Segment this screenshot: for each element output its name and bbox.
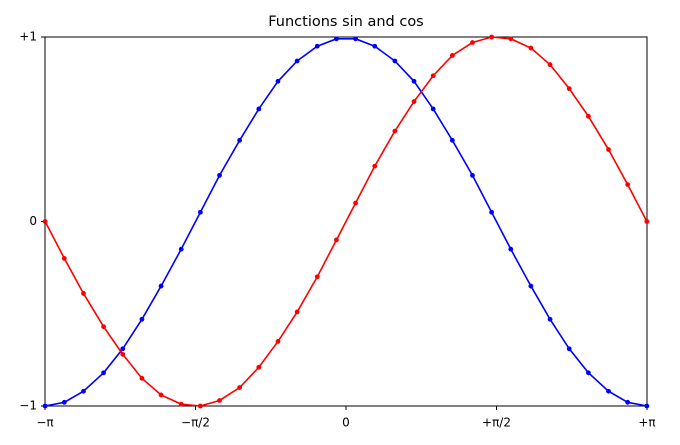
point bbox=[275, 339, 281, 344]
x-tick-label: +π bbox=[638, 416, 655, 430]
point bbox=[411, 78, 417, 84]
x-tick-label: −π/2 bbox=[181, 416, 210, 430]
point bbox=[372, 163, 378, 169]
point bbox=[334, 237, 339, 243]
y-tick-label: −1 bbox=[19, 399, 37, 413]
point bbox=[101, 324, 106, 330]
point bbox=[197, 403, 203, 409]
chart-title: Functions sin and cos bbox=[268, 14, 424, 30]
point bbox=[294, 58, 300, 64]
point bbox=[81, 291, 86, 296]
point bbox=[528, 283, 534, 289]
point bbox=[353, 36, 358, 42]
point bbox=[508, 246, 514, 252]
point bbox=[430, 73, 436, 79]
point bbox=[314, 274, 320, 280]
point bbox=[275, 78, 281, 84]
point bbox=[606, 147, 611, 152]
point bbox=[489, 209, 495, 215]
point bbox=[217, 398, 222, 403]
series-line bbox=[44, 36, 648, 407]
point bbox=[392, 58, 398, 64]
point bbox=[449, 53, 455, 58]
point bbox=[139, 375, 145, 381]
point bbox=[508, 36, 514, 42]
point bbox=[139, 316, 145, 322]
y-tick-label: +1 bbox=[19, 30, 37, 44]
point bbox=[353, 200, 358, 206]
point bbox=[81, 388, 86, 394]
point bbox=[528, 45, 534, 51]
series-line bbox=[45, 38, 647, 407]
point bbox=[256, 364, 262, 370]
point bbox=[411, 99, 417, 104]
point bbox=[392, 128, 398, 134]
point bbox=[566, 346, 572, 352]
point bbox=[470, 40, 475, 45]
point bbox=[314, 43, 320, 49]
point bbox=[334, 36, 339, 42]
point bbox=[644, 403, 650, 409]
point bbox=[217, 172, 222, 178]
point bbox=[158, 392, 164, 398]
point bbox=[42, 403, 48, 409]
point bbox=[42, 219, 48, 224]
point bbox=[586, 370, 591, 376]
point bbox=[237, 137, 243, 143]
point bbox=[158, 283, 164, 289]
point bbox=[178, 246, 184, 252]
x-tick-label: 0 bbox=[342, 416, 350, 430]
point bbox=[644, 219, 650, 224]
point bbox=[178, 401, 184, 407]
point bbox=[101, 370, 106, 376]
point bbox=[197, 209, 203, 215]
point bbox=[489, 34, 495, 40]
point bbox=[547, 62, 553, 68]
point bbox=[120, 351, 126, 357]
x-tick-label: +π/2 bbox=[482, 416, 511, 430]
point bbox=[625, 182, 631, 188]
point bbox=[606, 388, 611, 394]
point bbox=[566, 86, 572, 92]
y-tick-label: 0 bbox=[29, 214, 37, 228]
point bbox=[237, 385, 243, 390]
point bbox=[61, 256, 67, 261]
point bbox=[372, 43, 378, 49]
point bbox=[430, 106, 436, 112]
point bbox=[470, 172, 475, 178]
point bbox=[61, 399, 67, 405]
point bbox=[256, 106, 262, 112]
point bbox=[449, 137, 455, 143]
point bbox=[547, 316, 553, 322]
x-tick-label: −π bbox=[36, 416, 53, 430]
point bbox=[586, 113, 591, 119]
point bbox=[120, 346, 126, 352]
point bbox=[294, 309, 300, 315]
point bbox=[625, 399, 631, 405]
